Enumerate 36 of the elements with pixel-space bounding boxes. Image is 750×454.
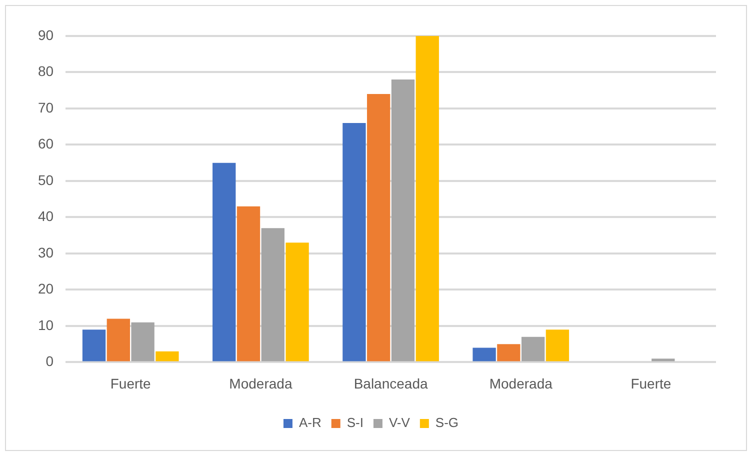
y-tick-label: 20: [38, 280, 54, 297]
legend-label: V-V: [388, 415, 410, 430]
bar: [521, 336, 545, 362]
y-tick-label: 90: [38, 26, 54, 43]
x-tick-label: Fuerte: [110, 375, 152, 392]
bar: [652, 358, 675, 362]
y-tick-label: 60: [38, 136, 54, 152]
bar: [342, 122, 366, 362]
bar: [546, 330, 570, 362]
y-tick-label: 30: [38, 244, 54, 260]
bar: [286, 242, 309, 362]
legend-label: S-I: [346, 415, 364, 430]
bar: [261, 228, 284, 362]
bar: [212, 162, 236, 362]
bar: [82, 330, 106, 362]
bar: [391, 79, 415, 362]
x-tick-label: Moderada: [229, 375, 292, 392]
x-tick-label: Fuerte: [630, 375, 672, 392]
bar: [106, 318, 130, 362]
x-tick-label: Moderada: [489, 375, 553, 392]
bar: [236, 206, 260, 362]
x-tick-label: Balanceada: [354, 375, 428, 392]
bar: [156, 351, 179, 362]
y-tick-label: 40: [38, 208, 54, 224]
y-tick-label: 70: [38, 99, 54, 116]
bar: [497, 344, 520, 362]
y-tick-label: 0: [46, 353, 54, 370]
y-tick-label: 10: [38, 316, 54, 333]
y-tick-label: 50: [38, 172, 54, 188]
bar: [367, 94, 390, 362]
legend-label: A-R: [298, 415, 322, 430]
y-tick-label: 80: [38, 63, 54, 80]
bar: [131, 322, 154, 362]
bar: [472, 348, 496, 362]
bar: [416, 36, 439, 362]
legend-label: S-G: [435, 415, 459, 430]
